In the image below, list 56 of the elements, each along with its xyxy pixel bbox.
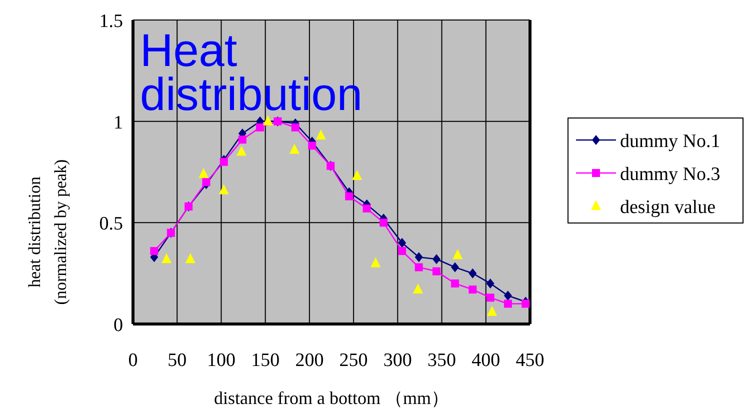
point <box>398 247 406 256</box>
x-tick-label: 250 <box>339 350 368 371</box>
y-axis-title: heat distribution (normalized by peak) <box>25 159 70 305</box>
point <box>486 278 494 288</box>
point <box>352 170 362 180</box>
x-tick-label: 100 <box>206 350 236 371</box>
point <box>432 267 440 276</box>
point <box>398 238 406 248</box>
point <box>150 247 158 256</box>
x-tick-label: 300 <box>383 350 412 371</box>
point <box>238 136 246 144</box>
point <box>289 144 300 154</box>
point <box>486 294 494 302</box>
point <box>432 254 440 264</box>
x-tick-label: 50 <box>168 350 187 371</box>
point <box>414 252 423 262</box>
y-tick-label: 1.5 <box>99 11 123 32</box>
point <box>236 146 247 156</box>
point <box>316 130 326 140</box>
point <box>185 253 196 264</box>
x-tick-label: 450 <box>516 350 544 371</box>
legend-label: dummy No.3 <box>620 164 720 185</box>
x-tick-label: 150 <box>251 350 280 371</box>
point <box>487 306 498 316</box>
point <box>308 142 316 150</box>
x-tick-label: 0 <box>128 350 138 371</box>
point <box>452 249 463 260</box>
point <box>522 300 530 308</box>
point <box>162 253 172 264</box>
point <box>468 286 477 294</box>
point <box>218 184 229 194</box>
point <box>220 158 228 166</box>
x-tick-label: 350 <box>428 350 456 371</box>
x-tick-label: 200 <box>295 350 324 371</box>
point <box>202 178 210 186</box>
point <box>412 284 423 294</box>
point <box>198 168 209 178</box>
point <box>256 123 264 132</box>
point <box>345 192 354 200</box>
y-tick-label: 0 <box>114 315 123 336</box>
y-tick-label: 1 <box>114 112 123 134</box>
x-tick-label: 400 <box>472 350 500 371</box>
point <box>380 218 388 227</box>
point <box>468 268 477 278</box>
y-tick-label: 0.5 <box>99 214 123 235</box>
point <box>504 300 512 308</box>
point <box>414 263 423 272</box>
legend-label: design value <box>620 197 716 218</box>
point <box>370 257 381 268</box>
legend-label: dummy No.1 <box>620 131 720 152</box>
x-axis-title: distance from a bottom （mm） <box>214 388 449 408</box>
point <box>291 123 300 132</box>
point <box>451 262 460 272</box>
point <box>451 279 460 288</box>
point <box>504 290 512 301</box>
point <box>362 204 371 212</box>
